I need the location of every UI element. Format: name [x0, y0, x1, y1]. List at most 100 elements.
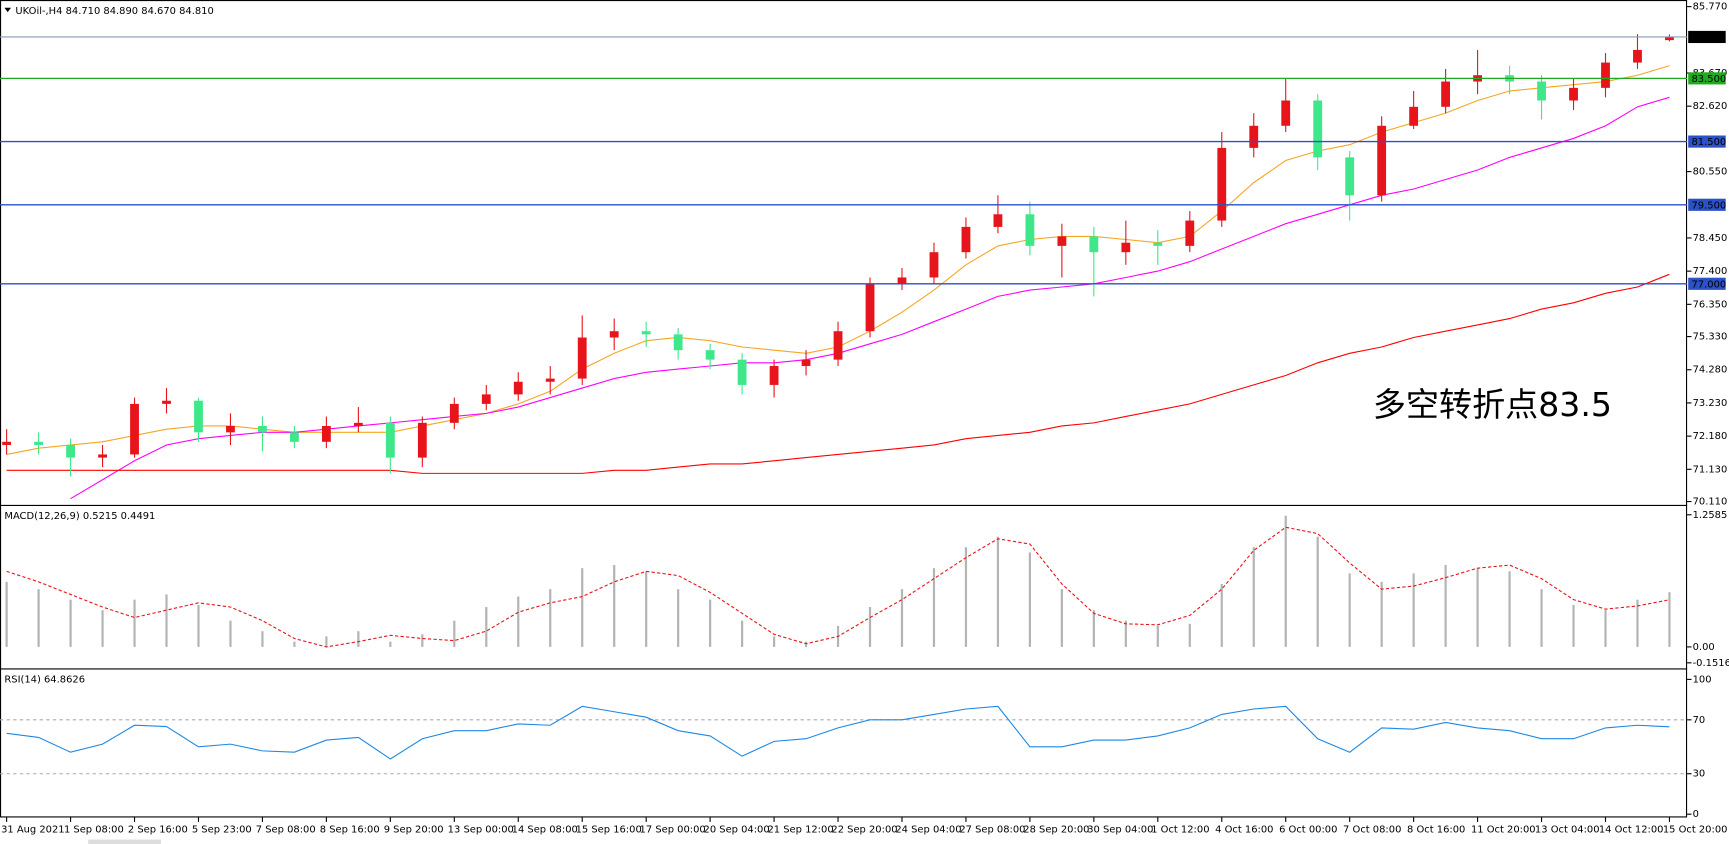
macd-bar	[1572, 604, 1575, 647]
candle-body	[194, 400, 203, 433]
x-tick-label: 21 Sep 12:00	[767, 825, 833, 836]
rsi-header: RSI(14) 64.8626	[4, 674, 85, 685]
candle-body	[1537, 81, 1546, 101]
scroll-marker	[88, 839, 161, 844]
macd-bar	[197, 604, 200, 647]
macd-bar	[613, 565, 616, 647]
candle-body	[1569, 87, 1578, 101]
candle-body	[1153, 242, 1163, 246]
candle-body	[1121, 242, 1131, 253]
y-tick-label: 70.110	[1693, 497, 1728, 508]
candle-body	[1057, 236, 1067, 246]
level-label-box	[1688, 135, 1726, 148]
macd-bar	[165, 594, 168, 647]
x-tick-label: 24 Sep 04:00	[895, 825, 961, 836]
level-label: 81.500	[1692, 137, 1727, 148]
y-tick-label: 0	[1693, 809, 1699, 820]
macd-bar	[1060, 589, 1063, 647]
macd-bar	[101, 610, 104, 647]
candle-body	[290, 432, 299, 442]
x-tick-label: 11 Oct 20:00	[1471, 825, 1536, 836]
x-tick-label: 27 Sep 08:00	[959, 825, 1025, 836]
candle-body	[1345, 157, 1355, 196]
candle-body	[865, 283, 875, 332]
macd-bar	[1284, 515, 1287, 647]
level-label-box	[1688, 72, 1726, 85]
candle-body	[1633, 49, 1642, 63]
x-tick-label: 1 Oct 12:00	[1151, 825, 1209, 836]
macd-bar	[293, 641, 296, 647]
y-tick-label: 71.130	[1693, 464, 1728, 475]
level-label: 83.500	[1692, 74, 1727, 85]
x-tick-label: 14 Oct 12:00	[1599, 825, 1664, 836]
macd-bar	[932, 568, 936, 647]
macd-bar	[900, 589, 904, 647]
x-tick-label: 13 Sep 00:00	[448, 825, 514, 836]
annotation: 多空转折点83.5	[1373, 385, 1612, 424]
macd-bar	[868, 607, 872, 647]
x-tick-label: 15 Oct 20:00	[1663, 825, 1728, 836]
y-tick-label: 75.330	[1693, 332, 1728, 343]
macd-bar	[485, 607, 488, 647]
current-price-label: 84.810	[1692, 33, 1727, 44]
macd-bar	[1380, 581, 1383, 647]
macd-header: MACD(12,26,9) 0.5215 0.4491	[4, 511, 155, 522]
level-label-box	[1688, 198, 1726, 211]
candle-body	[1313, 100, 1323, 158]
macd-bar	[677, 589, 680, 647]
macd-bar	[69, 599, 72, 647]
macd-bar	[709, 599, 712, 647]
macd-bar	[581, 568, 584, 647]
collapse-icon	[4, 7, 12, 13]
price-header: UKOil-,H4 84.710 84.890 84.670 84.810	[15, 6, 213, 17]
candle-body	[353, 422, 363, 427]
candle-body	[1185, 220, 1195, 246]
candle-body	[1441, 81, 1451, 107]
candle-body	[162, 400, 171, 404]
candle-body	[417, 422, 427, 458]
x-tick-label: 1 Sep 08:00	[64, 825, 124, 836]
y-tick-label: 100	[1693, 674, 1712, 685]
signal-line	[6, 526, 1670, 648]
y-tick-label: 73.230	[1693, 398, 1728, 409]
moving-average	[70, 96, 1670, 500]
x-tick-label: 9 Sep 20:00	[384, 825, 444, 836]
macd-bar	[517, 596, 520, 647]
macd-bar	[1188, 623, 1191, 647]
macd-bar	[1092, 610, 1095, 647]
macd-bar	[1028, 552, 1032, 647]
y-tick-label: 77.400	[1693, 266, 1728, 277]
macd-bar	[1252, 547, 1255, 647]
y-tick-label: 85.770	[1693, 2, 1728, 13]
level-label: 77.000	[1692, 279, 1727, 290]
candle-body	[1665, 36, 1674, 41]
candle-body	[449, 403, 459, 423]
x-tick-label: 7 Oct 08:00	[1343, 825, 1401, 836]
y-tick-label: 80.550	[1693, 167, 1728, 178]
macd-bar	[389, 641, 392, 647]
candle-body	[1025, 214, 1035, 246]
macd-bar	[1636, 599, 1639, 647]
macd-bar	[1508, 571, 1511, 647]
macd-bar	[1348, 573, 1351, 647]
rsi-line	[6, 705, 1670, 760]
candle-body	[226, 426, 235, 433]
current-price-box	[1688, 30, 1726, 44]
candle-body	[1089, 236, 1099, 253]
macd-bar	[1476, 568, 1479, 647]
macd-bar	[645, 571, 648, 647]
candle-body	[961, 226, 971, 253]
candle-body	[673, 334, 683, 351]
x-tick-label: 30 Sep 04:00	[1087, 825, 1153, 836]
macd-bar	[325, 636, 328, 647]
x-tick-label: 28 Sep 20:00	[1023, 825, 1089, 836]
x-tick-label: 8 Oct 16:00	[1407, 825, 1465, 836]
candle-body	[1377, 125, 1387, 196]
candle-body	[98, 454, 107, 458]
macd-bar	[772, 636, 776, 647]
macd-bar	[5, 581, 8, 647]
candle-body	[993, 214, 1003, 227]
candle-body	[577, 337, 587, 379]
candle-body	[929, 252, 939, 278]
